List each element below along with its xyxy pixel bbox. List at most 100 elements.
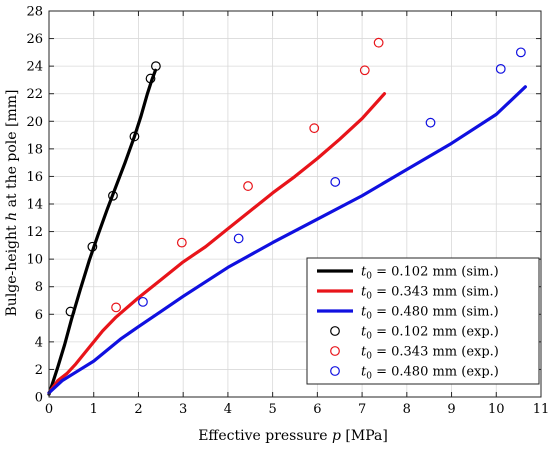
y-tick-label: 0	[35, 391, 43, 406]
data-point	[87, 241, 98, 252]
data-point	[111, 302, 121, 313]
y-tick-label: 10	[26, 253, 43, 268]
data-point	[359, 65, 370, 76]
data-point	[65, 306, 76, 317]
legend-label: t0 = 0.102 mm (sim.)	[361, 265, 499, 282]
data-point	[373, 37, 384, 48]
series-t0-0-480-mm-exp	[138, 47, 526, 307]
legend-marker-swatch	[330, 366, 340, 376]
series-line	[47, 92, 387, 395]
legend-symbol: t	[361, 345, 367, 360]
legend-subscript: 0	[366, 372, 372, 382]
y-axis-label-suffix: at the pole [mm]	[4, 90, 20, 212]
data-point	[150, 61, 161, 72]
legend-text-body: = 0.343 mm (exp.)	[372, 345, 499, 360]
y-tick-label: 26	[26, 32, 43, 47]
series-t0-0-480-mm-sim	[47, 85, 527, 395]
x-tick-label: 0	[45, 402, 53, 417]
x-tick-label: 7	[358, 402, 366, 417]
data-point	[233, 233, 244, 244]
y-tick-label: 22	[26, 87, 43, 102]
series-t0-0-102-mm-exp	[65, 61, 161, 317]
x-axis-label: Effective pressure p [MPa]	[198, 428, 388, 444]
legend-marker-swatch	[330, 346, 340, 356]
x-tick-label: 4	[224, 402, 232, 417]
data-point	[243, 181, 253, 191]
x-tick-label: 10	[488, 402, 505, 417]
y-tick-label: 2	[35, 363, 43, 378]
legend-item: t0 = 0.343 mm (exp.)	[330, 345, 499, 362]
y-tick-label: 12	[26, 225, 43, 240]
data-point	[330, 177, 341, 187]
y-axis-label-var: h	[4, 212, 20, 221]
legend-box	[306, 257, 540, 385]
data-point	[309, 123, 320, 134]
data-point	[145, 73, 156, 84]
x-axis-label-suffix: [MPa]	[341, 428, 388, 444]
data-point	[495, 63, 506, 74]
y-tick-label: 6	[35, 308, 43, 323]
series-line	[47, 68, 158, 396]
legend: t0 = 0.102 mm (sim.)t0 = 0.343 mm (sim.)…	[306, 257, 540, 385]
x-tick-label: 2	[134, 402, 142, 417]
data-point	[515, 47, 526, 58]
y-tick-label: 16	[26, 170, 43, 185]
x-tick-label: 6	[313, 402, 321, 417]
legend-subscript: 0	[366, 332, 372, 342]
y-tick-label: 18	[26, 142, 43, 157]
y-tick-label: 8	[35, 280, 43, 295]
data-point	[176, 237, 187, 248]
legend-label: t0 = 0.343 mm (exp.)	[361, 345, 499, 362]
x-tick-label: 11	[533, 402, 550, 417]
x-tick-label: 5	[268, 402, 276, 417]
series-t0-0-343-mm-sim	[47, 92, 387, 395]
legend-marker-swatch	[330, 326, 340, 336]
legend-item: t0 = 0.343 mm (sim.)	[317, 285, 499, 302]
legend-label: t0 = 0.343 mm (sim.)	[361, 285, 499, 302]
series-line	[47, 85, 527, 395]
axis-ticks	[48, 10, 542, 398]
legend-label: t0 = 0.480 mm (sim.)	[361, 305, 499, 322]
x-tick-label: 3	[179, 402, 187, 417]
legend-subscript: 0	[366, 352, 372, 362]
y-tick-label: 20	[26, 115, 43, 130]
legend-text-body: = 0.102 mm (exp.)	[372, 325, 499, 340]
legend-text-body: = 0.480 mm (exp.)	[372, 365, 499, 380]
legend-subscript: 0	[366, 292, 372, 302]
legend-label: t0 = 0.102 mm (exp.)	[361, 325, 499, 342]
legend-item: t0 = 0.480 mm (exp.)	[330, 365, 499, 382]
legend-label: t0 = 0.480 mm (exp.)	[361, 365, 499, 382]
data-point	[138, 296, 148, 307]
x-tick-label: 8	[403, 402, 411, 417]
legend-item: t0 = 0.102 mm (exp.)	[330, 325, 499, 342]
x-axis-label-prefix: Effective pressure	[198, 428, 332, 444]
y-tick-label: 28	[26, 5, 43, 20]
y-axis-label: Bulge-height h at the pole [mm]	[4, 90, 20, 317]
legend-symbol: t	[361, 305, 367, 320]
legend-symbol: t	[361, 365, 367, 380]
legend-symbol: t	[361, 285, 367, 300]
series-t0-0-102-mm-sim	[47, 68, 158, 396]
y-axis-label-prefix: Bulge-height	[4, 221, 20, 317]
x-tick-label: 9	[447, 402, 455, 417]
y-tick-label: 4	[35, 335, 43, 350]
series-layer	[47, 37, 527, 396]
legend-text-body: = 0.102 mm (sim.)	[372, 265, 499, 280]
legend-text-body: = 0.480 mm (sim.)	[372, 305, 499, 320]
legend-symbol: t	[361, 325, 367, 340]
legend-item: t0 = 0.480 mm (sim.)	[317, 305, 499, 322]
y-tick-label: 24	[26, 60, 43, 75]
data-point	[108, 190, 118, 201]
legend-subscript: 0	[366, 312, 372, 322]
x-tick-label: 1	[90, 402, 98, 417]
series-t0-0-343-mm-exp	[111, 37, 384, 313]
data-point	[425, 117, 436, 128]
data-point	[129, 131, 140, 142]
legend-subscript: 0	[366, 272, 372, 282]
y-tick-label: 14	[26, 198, 43, 213]
legend-symbol: t	[361, 265, 367, 280]
legend-item: t0 = 0.102 mm (sim.)	[317, 265, 499, 282]
legend-text-body: = 0.343 mm (sim.)	[372, 285, 499, 300]
